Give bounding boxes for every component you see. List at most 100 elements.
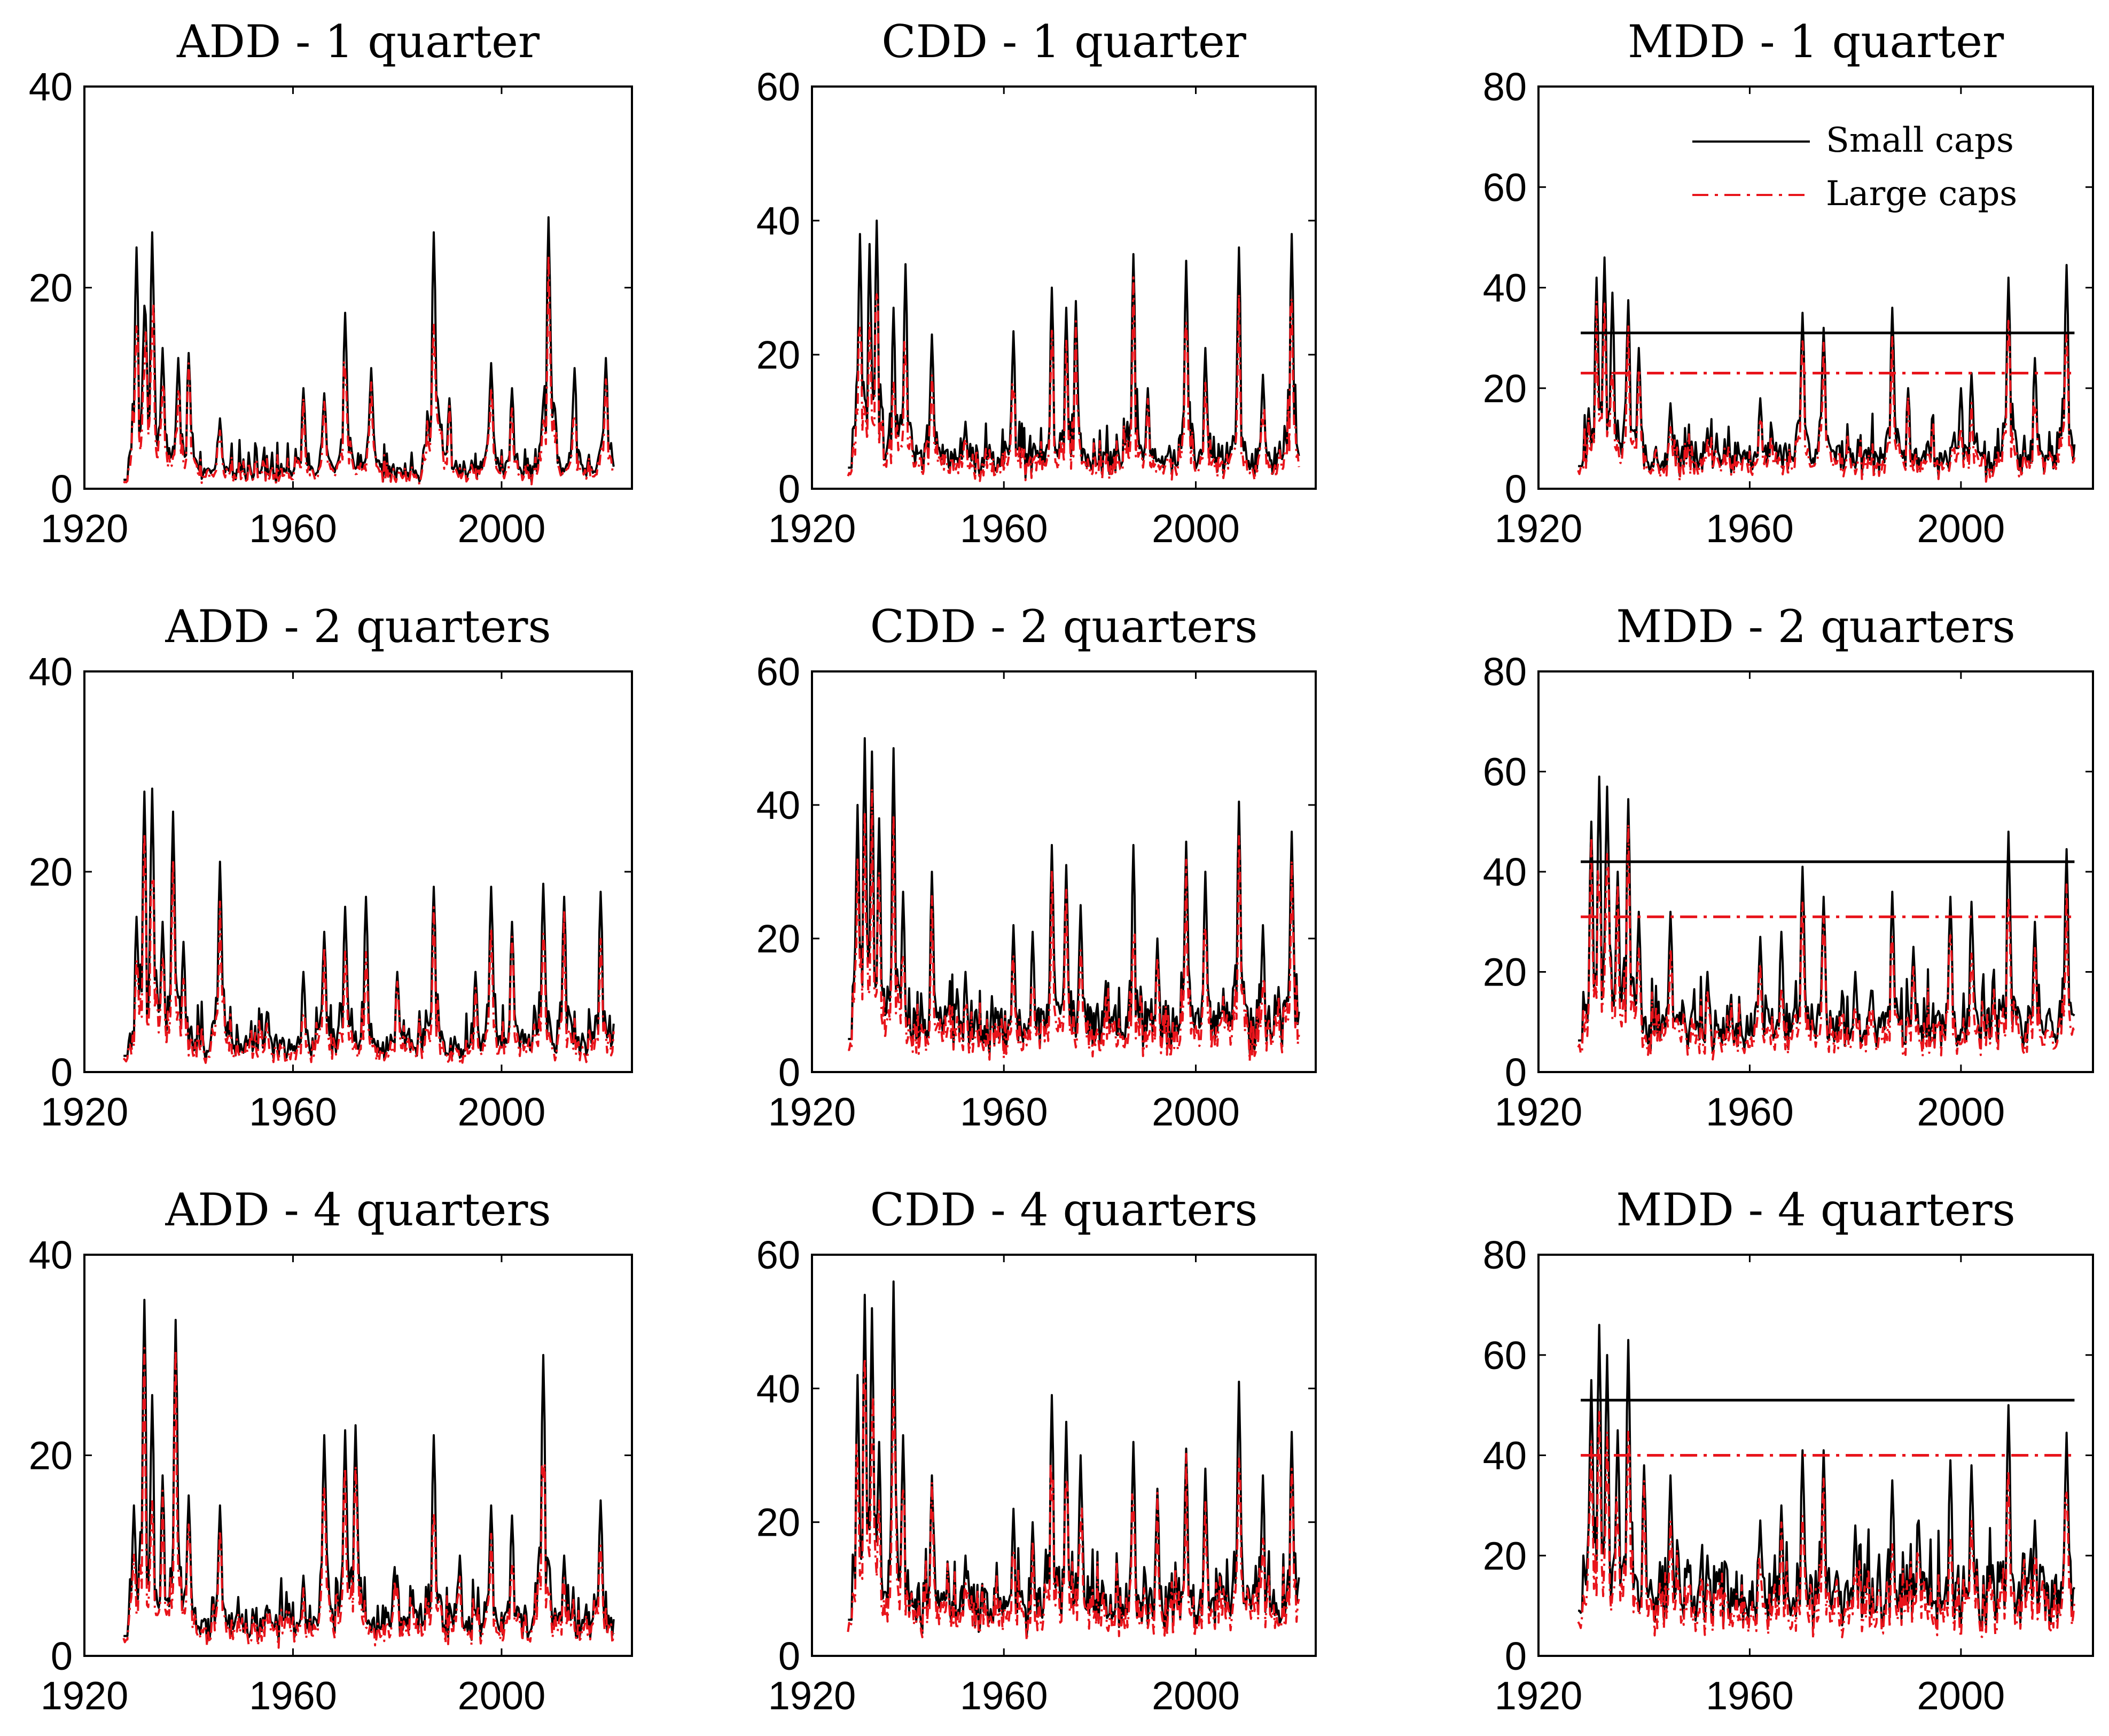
series-line-large-caps — [847, 276, 1300, 482]
x-tick-label: 1920 — [1495, 1090, 1583, 1134]
series-line-small-caps — [1578, 256, 2076, 479]
panel-title: ADD - 2 quarters — [165, 600, 551, 653]
y-tick-label: 40 — [29, 65, 73, 109]
legend-label-large-caps: Large caps — [1826, 174, 2017, 214]
y-tick-label: 20 — [1483, 1534, 1527, 1578]
x-tick-label: 1960 — [249, 506, 337, 551]
y-tick-label: 80 — [1483, 65, 1527, 109]
y-tick-label: 20 — [756, 333, 800, 377]
series-line-large-caps — [1577, 823, 2076, 1061]
panel-mdd-1q: MDD - 1 quarter 0 20 40 60 80 1920 1960 2000 Smal… — [1483, 15, 2094, 551]
x-tick-label: 2000 — [458, 1090, 546, 1134]
x-tick-label: 1920 — [768, 506, 856, 551]
panel-title: CDD - 4 quarters — [870, 1184, 1258, 1236]
y-tick-label: 40 — [1483, 1434, 1527, 1478]
panel-mdd-2q: MDD - 2 quarters 0 20 40 60 80 1920 1960 2000 — [1483, 600, 2094, 1134]
y-tick-label: 0 — [51, 467, 73, 511]
x-tick-label: 1920 — [1495, 1674, 1583, 1718]
y-tick-label: 40 — [1483, 266, 1527, 310]
x-tick-label: 2000 — [1152, 1674, 1240, 1718]
axes-box — [811, 85, 1317, 490]
x-tick-label: 2000 — [458, 506, 546, 551]
axes-box — [83, 670, 633, 1073]
x-tick-label: 1960 — [960, 1090, 1048, 1134]
panel-title: MDD - 4 quarters — [1616, 1184, 2015, 1236]
legend-label-small-caps: Small caps — [1826, 121, 2014, 160]
y-tick-label: 0 — [778, 467, 800, 511]
y-tick-label: 60 — [1483, 165, 1527, 209]
y-tick-label: 40 — [29, 1233, 73, 1277]
panel-cdd-4q: CDD - 4 quarters 0 20 40 60 1920 1960 2000 — [756, 1184, 1317, 1718]
panel-cdd-1q: CDD - 1 quarter 0 20 40 60 1920 1960 2000 — [756, 15, 1317, 551]
x-tick-label: 2000 — [458, 1674, 546, 1718]
x-tick-label: 1920 — [768, 1090, 856, 1134]
x-tick-label: 1920 — [1495, 506, 1583, 551]
x-tick-label: 1920 — [41, 1674, 129, 1718]
panel-add-1q: ADD - 1 quarter 0 20 40 1920 1960 2000 — [29, 15, 633, 551]
panel-add-4q: ADD - 4 quarters 0 20 40 1920 1960 2000 — [29, 1184, 633, 1718]
y-tick-label: 40 — [756, 199, 800, 243]
x-tick-label: 2000 — [1917, 1674, 2005, 1718]
y-tick-label: 20 — [1483, 950, 1527, 995]
axes-box — [1537, 85, 2094, 490]
y-tick-label: 20 — [756, 917, 800, 961]
y-tick-label: 40 — [756, 1366, 800, 1411]
y-tick-label: 60 — [756, 650, 800, 694]
panel-title: CDD - 2 quarters — [870, 600, 1258, 653]
panel-title: ADD - 4 quarters — [165, 1184, 551, 1236]
axes-box — [811, 670, 1317, 1073]
y-tick-label: 0 — [778, 1634, 800, 1678]
panel-title: CDD - 1 quarter — [881, 15, 1246, 68]
series-line-small-caps — [123, 1299, 615, 1644]
series-line-large-caps — [848, 787, 1300, 1062]
y-tick-label: 60 — [1483, 750, 1527, 794]
axes-box — [83, 1254, 633, 1657]
series-line-large-caps — [123, 254, 615, 486]
x-tick-label: 2000 — [1152, 506, 1240, 551]
x-tick-label: 1920 — [41, 506, 129, 551]
y-tick-label: 20 — [29, 850, 73, 894]
series-line-large-caps — [122, 832, 615, 1064]
x-tick-label: 2000 — [1917, 1090, 2005, 1134]
x-tick-label: 2000 — [1917, 506, 2005, 551]
axes-box — [811, 1254, 1317, 1657]
panel-add-2q: ADD - 2 quarters 0 20 40 1920 1960 2000 — [29, 600, 633, 1134]
y-tick-label: 0 — [1505, 467, 1527, 511]
y-tick-label: 0 — [778, 1050, 800, 1094]
y-tick-label: 20 — [1483, 366, 1527, 411]
y-tick-label: 60 — [756, 1233, 800, 1277]
y-tick-label: 60 — [1483, 1333, 1527, 1378]
series-line-large-caps — [847, 1357, 1300, 1642]
series-line-large-caps — [122, 1347, 615, 1649]
y-tick-label: 20 — [756, 1500, 800, 1545]
x-tick-label: 1960 — [249, 1090, 337, 1134]
series-line-small-caps — [848, 220, 1300, 479]
x-tick-label: 1960 — [960, 1674, 1048, 1718]
y-tick-label: 0 — [1505, 1050, 1527, 1094]
y-tick-label: 60 — [756, 65, 800, 109]
panel-cdd-2q: CDD - 2 quarters 0 20 40 60 1920 1960 2000 — [756, 600, 1317, 1134]
axes-box — [83, 85, 633, 490]
y-tick-label: 20 — [29, 266, 73, 310]
panel-title: MDD - 2 quarters — [1616, 600, 2015, 653]
x-tick-label: 1960 — [249, 1674, 337, 1718]
x-tick-label: 1920 — [41, 1090, 129, 1134]
y-tick-label: 20 — [29, 1434, 73, 1478]
axes-box — [1537, 670, 2094, 1073]
series-line-large-caps — [1577, 1411, 2076, 1640]
y-tick-label: 0 — [51, 1634, 73, 1678]
y-tick-label: 80 — [1483, 1233, 1527, 1277]
x-tick-label: 1960 — [1706, 1674, 1794, 1718]
x-tick-label: 1960 — [1706, 506, 1794, 551]
panel-mdd-4q: MDD - 4 quarters 0 20 40 60 80 1920 1960 2000 — [1483, 1184, 2094, 1718]
x-tick-label: 1920 — [768, 1674, 856, 1718]
legend: Small caps Large caps — [1692, 121, 2017, 214]
panel-title: MDD - 1 quarter — [1628, 15, 2004, 68]
x-tick-label: 2000 — [1152, 1090, 1240, 1134]
x-tick-label: 1960 — [1706, 1090, 1794, 1134]
series-line-small-caps — [848, 737, 1300, 1055]
y-tick-label: 0 — [51, 1050, 73, 1094]
series-line-small-caps — [848, 1280, 1300, 1637]
x-tick-label: 1960 — [960, 506, 1048, 551]
